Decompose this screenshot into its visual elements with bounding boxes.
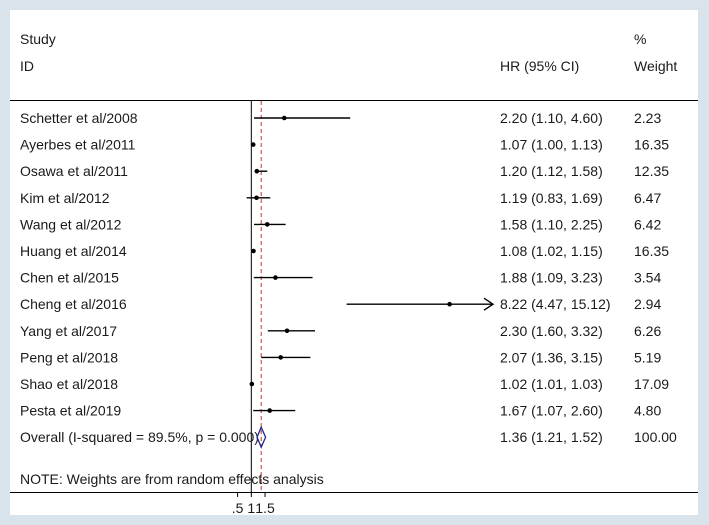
point-estimate — [250, 142, 256, 147]
header-weight: Weight — [634, 58, 677, 74]
study-hr-ci: 1.08 (1.02, 1.15) — [500, 243, 603, 259]
study-weight: 4.80 — [634, 403, 661, 419]
point-estimate — [249, 381, 255, 387]
study-weight: 6.47 — [634, 190, 661, 206]
study-label: Osawa et al/2011 — [20, 163, 128, 179]
header-id: ID — [20, 58, 34, 74]
note-text: NOTE: Weights are from random effects an… — [20, 471, 324, 487]
point-estimate — [267, 408, 273, 413]
study-hr-ci: 1.58 (1.10, 2.25) — [500, 216, 603, 232]
point-estimate — [447, 301, 452, 307]
study-hr-ci: 1.02 (1.01, 1.03) — [500, 376, 603, 392]
study-hr-ci: 1.07 (1.00, 1.13) — [500, 137, 603, 153]
study-weight: 16.35 — [634, 137, 669, 153]
point-estimate — [254, 195, 259, 201]
overall-hr-ci: 1.36 (1.21, 1.52) — [500, 429, 603, 445]
study-weight: 6.26 — [634, 323, 661, 339]
point-estimate — [284, 328, 290, 334]
study-label: Cheng et al/2016 — [20, 296, 127, 312]
study-label: Schetter et al/2008 — [20, 110, 138, 126]
study-label: Kim et al/2012 — [20, 190, 110, 206]
study-hr-ci: 1.67 (1.07, 2.60) — [500, 403, 603, 419]
x-tick-label: .5 — [232, 500, 244, 515]
study-label: Chen et al/2015 — [20, 270, 119, 286]
x-tick-label: 1.5 — [255, 500, 275, 515]
study-weight: 12.35 — [634, 163, 669, 179]
study-hr-ci: 1.19 (0.83, 1.69) — [500, 190, 603, 206]
study-label: Pesta et al/2019 — [20, 403, 121, 419]
study-label: Wang et al/2012 — [20, 216, 122, 232]
study-label: Yang et al/2017 — [20, 323, 117, 339]
point-estimate — [254, 168, 260, 174]
ci-truncation-arrow — [483, 297, 495, 311]
overall-weight: 100.00 — [634, 429, 677, 445]
study-weight: 6.42 — [634, 216, 661, 232]
x-tick-label: 1 — [247, 500, 255, 515]
study-weight: 5.19 — [634, 349, 661, 365]
study-weight: 17.09 — [634, 376, 669, 392]
forest-plot: Study ID HR (95% CI) % Weight Schetter e… — [10, 31, 698, 515]
study-hr-ci: 1.88 (1.09, 3.23) — [500, 270, 603, 286]
header-study: Study — [20, 31, 56, 47]
study-weight: 2.94 — [634, 296, 661, 312]
study-label: Huang et al/2014 — [20, 243, 127, 259]
header-hr-ci: HR (95% CI) — [500, 58, 579, 74]
study-label: Shao et al/2018 — [20, 376, 118, 392]
overall-diamond — [256, 425, 267, 449]
study-weight: 2.23 — [634, 110, 661, 126]
point-estimate — [281, 115, 287, 121]
study-hr-ci: 2.30 (1.60, 3.32) — [500, 323, 603, 339]
point-estimate — [264, 222, 270, 227]
header-percent: % — [634, 31, 646, 47]
study-hr-ci: 2.20 (1.10, 4.60) — [500, 110, 603, 126]
study-hr-ci: 1.20 (1.12, 1.58) — [500, 163, 603, 179]
point-estimate — [278, 355, 283, 360]
overall-label: Overall (I-squared = 89.5%, p = 0.000) — [20, 429, 259, 445]
point-estimate — [273, 275, 278, 280]
study-weight: 16.35 — [634, 243, 669, 259]
study-label: Ayerbes et al/2011 — [20, 137, 136, 153]
study-weight: 3.54 — [634, 270, 661, 286]
study-hr-ci: 2.07 (1.36, 3.15) — [500, 349, 603, 365]
point-estimate — [251, 248, 256, 254]
study-label: Peng et al/2018 — [20, 349, 118, 365]
study-hr-ci: 8.22 (4.47, 15.12) — [500, 296, 611, 312]
chart-panel: Study ID HR (95% CI) % Weight Schetter e… — [10, 10, 698, 515]
